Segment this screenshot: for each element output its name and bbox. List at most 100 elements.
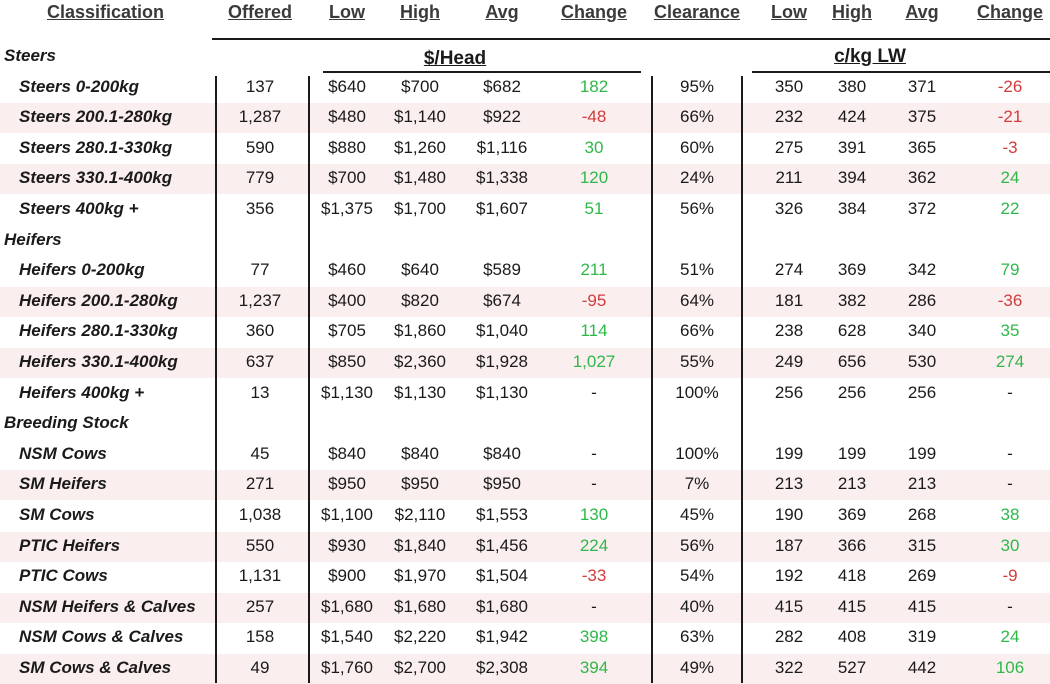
cell-offered: 1,038 xyxy=(238,505,282,524)
cell-low: $1,375 xyxy=(321,199,373,218)
cell-lw-change: -9 xyxy=(1002,566,1018,586)
cell-low: $950 xyxy=(328,474,366,494)
row-band xyxy=(0,103,1050,134)
cell-change: 114 xyxy=(580,321,608,341)
cell-lw-avg: 342 xyxy=(907,260,937,280)
cell-offered: 1,237 xyxy=(238,290,282,310)
cell-lw-change: 22 xyxy=(1000,199,1020,218)
cell-high: $1,260 xyxy=(394,137,446,157)
cell-lw-avg: 442 xyxy=(907,658,937,677)
cell-lw-avg: 371 xyxy=(907,76,937,96)
cell-low: $840 xyxy=(328,443,366,463)
cell-lw-avg: 375 xyxy=(907,107,937,127)
cell-change: -95 xyxy=(581,290,607,310)
cell-change: - xyxy=(591,596,597,616)
row-label: Steers 280.1-330kg xyxy=(19,137,173,157)
cell-lw-high: 380 xyxy=(837,76,867,96)
cell-clearance: 66% xyxy=(679,321,715,341)
cell-avg: $674 xyxy=(483,290,521,310)
cell-clearance: 24% xyxy=(679,168,715,188)
cell-lw-high: 527 xyxy=(837,658,867,677)
cell-lw-low: 211 xyxy=(775,168,803,188)
cell-offered: 590 xyxy=(245,137,275,157)
cell-lw-change: 79 xyxy=(1000,260,1020,280)
cell-high: $1,680 xyxy=(394,596,446,616)
cell-lw-low: 213 xyxy=(774,474,804,494)
cell-offered: 49 xyxy=(250,658,270,677)
cell-offered: 779 xyxy=(245,168,275,188)
row-band xyxy=(0,470,1050,501)
cell-offered: 1,131 xyxy=(238,566,282,586)
cell-lw-change: 24 xyxy=(1000,627,1020,647)
cell-high: $840 xyxy=(401,443,439,463)
cell-clearance: 49% xyxy=(679,658,715,677)
row-label: NSM Heifers & Calves xyxy=(19,596,196,616)
cell-clearance: 7% xyxy=(684,474,710,494)
row-label: SM Cows xyxy=(19,505,95,524)
column-header: Change xyxy=(976,2,1043,22)
row-label: Steers 330.1-400kg xyxy=(19,168,173,188)
cell-clearance: 95% xyxy=(679,76,715,96)
cell-change: 398 xyxy=(579,627,609,647)
row-band xyxy=(0,348,1050,378)
header-divider xyxy=(212,38,1050,40)
cell-lw-low: 249 xyxy=(774,352,804,371)
cell-lw-low: 275 xyxy=(774,137,804,157)
group-label-lw: c/kg LW xyxy=(834,46,906,67)
cell-lw-avg: 365 xyxy=(907,137,937,157)
cell-high: $820 xyxy=(401,290,439,310)
row-label: Heifers 0-200kg xyxy=(19,260,145,280)
cell-lw-high: 213 xyxy=(837,474,867,494)
cell-avg: $682 xyxy=(483,76,521,96)
column-header: Low xyxy=(771,2,807,22)
cell-lw-change: 30 xyxy=(1000,535,1020,555)
cell-lw-low: 192 xyxy=(774,566,804,586)
cell-high: $2,220 xyxy=(394,627,446,647)
cell-lw-change: -26 xyxy=(997,76,1023,96)
cell-lw-avg: 530 xyxy=(907,352,937,371)
group-underline-head xyxy=(323,71,641,73)
cell-clearance: 64% xyxy=(679,290,715,310)
cell-avg: $2,308 xyxy=(476,658,528,677)
row-label: Steers 400kg + xyxy=(19,199,139,218)
row-band xyxy=(0,592,1050,623)
section-heading: Heifers xyxy=(4,229,62,249)
row-label: Steers 0-200kg xyxy=(19,76,140,96)
cell-clearance: 100% xyxy=(675,443,719,463)
column-header: High xyxy=(400,2,440,22)
cell-avg: $1,040 xyxy=(476,321,528,341)
cell-offered: 356 xyxy=(245,199,275,218)
row-band xyxy=(0,286,1050,317)
cell-change: 30 xyxy=(584,137,604,157)
cell-high: $1,700 xyxy=(394,199,446,218)
cell-clearance: 51% xyxy=(679,260,715,280)
cell-lw-low: 199 xyxy=(774,443,804,463)
cell-clearance: 55% xyxy=(679,352,715,371)
row-label: PTIC Heifers xyxy=(19,535,121,555)
row-label: Heifers 200.1-280kg xyxy=(19,290,178,310)
cell-avg: $1,116 xyxy=(476,137,528,157)
row-label: Heifers 400kg + xyxy=(19,382,145,402)
cell-avg: $1,928 xyxy=(476,352,528,371)
cell-offered: 257 xyxy=(245,596,275,616)
cell-low: $1,680 xyxy=(321,596,373,616)
cell-lw-high: 384 xyxy=(837,199,867,218)
section-heading: Steers xyxy=(4,46,56,65)
cell-change: - xyxy=(591,382,597,402)
cell-clearance: 54% xyxy=(679,566,715,586)
cell-offered: 550 xyxy=(245,535,275,555)
cell-lw-low: 256 xyxy=(774,382,804,402)
cell-lw-avg: 372 xyxy=(907,199,937,218)
column-divider xyxy=(651,76,653,683)
column-header: Low xyxy=(329,2,365,22)
column-header: Clearance xyxy=(653,2,741,22)
cell-lw-high: 256 xyxy=(837,382,867,402)
cell-avg: $1,607 xyxy=(476,199,528,218)
cell-lw-low: 282 xyxy=(774,627,804,647)
cell-clearance: 66% xyxy=(679,107,715,127)
cell-lw-high: 369 xyxy=(837,260,867,280)
cell-lw-avg: 268 xyxy=(907,505,937,524)
column-header: Offered xyxy=(227,2,292,22)
cell-low: $480 xyxy=(328,107,366,127)
